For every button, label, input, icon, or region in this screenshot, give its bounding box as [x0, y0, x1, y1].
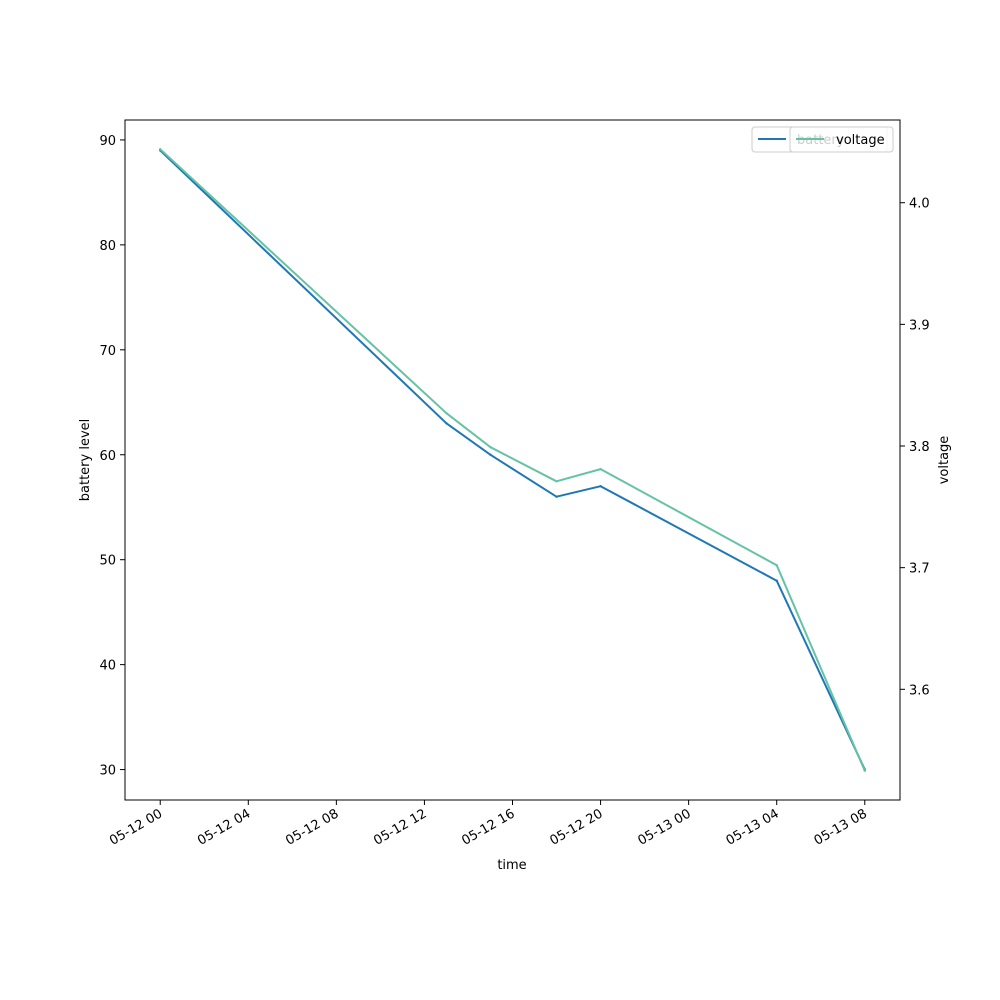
right-axis-label: voltage [937, 436, 952, 485]
legend-voltage-label: voltage [836, 133, 885, 148]
left-tick-label: 40 [99, 659, 116, 674]
series-line-voltage [159, 148, 866, 772]
axes-frame [124, 119, 901, 801]
data-point-battery [775, 579, 778, 582]
x-axis-ticks: 05-12 00 05-12 04 05-12 08 05-12 12 05-12 16… [107, 800, 870, 849]
data-point-voltage [159, 148, 162, 151]
left-tick-label: 50 [99, 554, 116, 569]
data-point-battery [445, 422, 448, 425]
left-axis-label: battery level [78, 419, 93, 502]
left-tick-label: 30 [99, 764, 116, 779]
x-tick-label: 05-12 04 [195, 806, 253, 848]
right-tick-label: 3.6 [909, 683, 930, 698]
x-tick-label: 05-13 08 [812, 806, 870, 848]
data-point-voltage [599, 467, 602, 471]
data-point-voltage [555, 480, 558, 483]
right-tick-label: 4.0 [909, 197, 930, 212]
data-point-voltage [775, 564, 778, 567]
right-axis-ticks: 3.6 3.7 3.8 3.9 4.0 [900, 197, 930, 698]
x-tick-label: 05-12 16 [459, 806, 517, 848]
x-tick-label: 05-13 00 [636, 806, 694, 848]
data-point-voltage [863, 769, 866, 772]
x-tick-label: 05-12 08 [283, 806, 341, 848]
right-tick-label: 3.9 [909, 318, 930, 333]
x-tick-label: 05-13 04 [724, 806, 782, 848]
data-point-voltage [445, 412, 448, 415]
x-tick-label: 05-12 00 [107, 806, 165, 848]
series-layer [159, 148, 866, 772]
left-tick-label: 80 [99, 239, 116, 254]
x-axis-label: time [497, 858, 526, 873]
plot-area [124, 119, 901, 801]
left-tick-label: 70 [99, 344, 116, 359]
legend-voltage: voltage [789, 126, 894, 153]
x-tick-label: 05-12 12 [371, 806, 429, 848]
right-tick-label: 3.8 [909, 440, 930, 455]
data-point-battery [555, 495, 558, 498]
series-line-battery [159, 149, 866, 771]
left-axis-ticks: 30 40 50 60 70 80 90 [99, 134, 125, 779]
data-point-battery [489, 453, 492, 456]
legend-voltage-box [789, 126, 894, 153]
right-tick-label: 3.7 [909, 562, 930, 577]
left-tick-label: 60 [99, 449, 116, 464]
data-point-voltage [489, 446, 492, 449]
x-tick-label: 05-12 20 [547, 806, 605, 848]
data-point-battery [599, 485, 602, 488]
left-tick-label: 90 [99, 134, 116, 149]
